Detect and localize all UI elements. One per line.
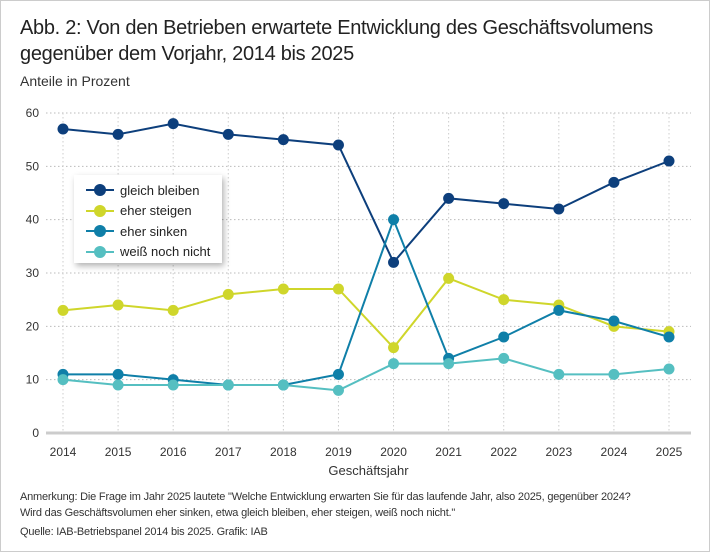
source-note: Quelle: IAB-Betriebspanel 2014 bis 2025.…: [20, 526, 268, 538]
legend-label: weiß noch nicht: [120, 244, 211, 259]
data-point-eher-steigen: [332, 283, 344, 295]
x-tick-label: 2024: [601, 445, 628, 459]
data-point-weiss-noch-nicht: [332, 384, 344, 396]
data-point-eher-sinken: [332, 368, 344, 380]
x-tick-label: 2017: [215, 445, 242, 459]
data-point-gleich-bleiben: [553, 203, 565, 215]
data-point-gleich-bleiben: [388, 256, 400, 268]
legend-marker-icon: [86, 204, 114, 217]
note-line-2: Wird das Geschäftsvolumen eher sinken, e…: [20, 507, 456, 519]
data-point-eher-steigen: [222, 288, 234, 300]
y-tick-label: 30: [26, 266, 40, 280]
legend-item: eher sinken: [86, 221, 187, 241]
data-point-eher-sinken: [112, 368, 124, 380]
legend-item: weiß noch nicht: [86, 242, 210, 262]
data-point-gleich-bleiben: [663, 155, 675, 167]
series-line-weiss-noch-nicht: [62, 357, 670, 392]
data-point-eher-steigen: [443, 272, 455, 284]
legend-marker-icon: [86, 184, 114, 196]
x-tick-label: 2025: [656, 445, 683, 459]
data-point-gleich-bleiben: [277, 134, 289, 146]
legend: gleich bleiben eher steigen eher sinken wei…: [74, 175, 222, 263]
data-point-eher-steigen: [498, 294, 510, 306]
data-point-weiss-noch-nicht: [443, 358, 455, 370]
data-point-gleich-bleiben: [222, 128, 234, 140]
y-tick-label: 20: [26, 319, 40, 333]
data-point-weiss-noch-nicht: [222, 379, 234, 391]
chart-title: Abb. 2: Von den Betrieben erwartete Entw…: [20, 17, 654, 65]
y-tick-label: 0: [32, 426, 39, 440]
x-tick-label: 2016: [160, 445, 187, 459]
data-point-eher-steigen: [112, 299, 124, 311]
data-point-eher-sinken: [608, 315, 620, 327]
data-point-gleich-bleiben: [332, 139, 344, 151]
y-tick-label: 40: [26, 213, 40, 227]
x-tick-label: 2018: [270, 445, 297, 459]
x-tick-label: 2023: [545, 445, 572, 459]
data-point-weiss-noch-nicht: [553, 368, 565, 380]
x-tick-label: 2021: [435, 445, 462, 459]
data-point-weiss-noch-nicht: [608, 368, 620, 380]
data-point-eher-sinken: [498, 331, 510, 343]
legend-marker-icon: [86, 225, 114, 237]
x-tick-label: 2022: [490, 445, 517, 459]
data-point-eher-steigen: [167, 304, 179, 316]
y-tick-label: 10: [26, 373, 40, 387]
data-point-gleich-bleiben: [57, 123, 69, 135]
y-axis-unit-label: Anteile in Prozent: [20, 73, 130, 89]
x-tick-label: 2020: [380, 445, 407, 459]
line-chart: 0 10 20 30 40 50 60 2014 2015 2016 2017 2018 2019 202…: [26, 106, 691, 478]
legend-label: gleich bleiben: [120, 182, 200, 198]
data-point-eher-steigen: [277, 283, 289, 295]
data-point-weiss-noch-nicht: [167, 379, 179, 391]
data-point-gleich-bleiben: [167, 118, 179, 130]
data-point-eher-steigen: [388, 342, 400, 354]
series-line-gleich-bleiben: [62, 122, 670, 265]
data-point-gleich-bleiben: [498, 198, 510, 210]
x-axis-title: Geschäftsjahr: [328, 463, 409, 478]
x-tick-label: 2015: [105, 445, 132, 459]
y-tick-label: 50: [26, 159, 40, 173]
series-line-eher-steigen: [62, 277, 670, 350]
data-point-gleich-bleiben: [443, 192, 455, 204]
data-point-gleich-bleiben: [112, 128, 124, 140]
x-tick-label: 2014: [50, 445, 77, 459]
series-line-eher-sinken: [63, 216, 670, 386]
legend-item: gleich bleiben: [86, 180, 200, 200]
data-point-eher-sinken: [663, 331, 675, 343]
data-point-eher-steigen: [57, 304, 69, 316]
data-point-weiss-noch-nicht: [663, 363, 675, 375]
y-tick-label: 60: [26, 106, 40, 120]
x-tick-label: 2019: [325, 445, 352, 459]
note-line-1: Anmerkung: Die Frage im Jahr 2025 lautet…: [20, 491, 631, 503]
legend-label: eher sinken: [120, 223, 188, 239]
data-point-eher-sinken: [553, 304, 565, 316]
data-point-eher-sinken: [388, 214, 400, 226]
data-point-gleich-bleiben: [608, 176, 620, 188]
legend-marker-icon: [86, 245, 114, 258]
legend-item: eher steigen: [86, 201, 192, 221]
data-point-weiss-noch-nicht: [112, 379, 124, 391]
data-point-weiss-noch-nicht: [277, 379, 289, 391]
data-point-weiss-noch-nicht: [498, 352, 510, 364]
data-point-weiss-noch-nicht: [57, 374, 69, 386]
data-point-weiss-noch-nicht: [388, 358, 400, 370]
legend-label: eher steigen: [120, 203, 192, 218]
